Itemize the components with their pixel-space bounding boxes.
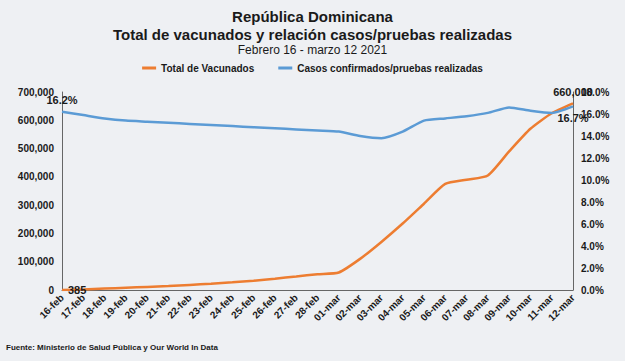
svg-text:600,000: 600,000	[18, 115, 55, 126]
svg-text:0: 0	[48, 285, 54, 296]
svg-text:12.0%: 12.0%	[581, 153, 609, 164]
svg-text:660,000: 660,000	[553, 86, 593, 98]
svg-text:18.0%: 18.0%	[581, 86, 610, 98]
svg-text:4.0%: 4.0%	[581, 241, 604, 252]
svg-text:16.7%: 16.7%	[557, 112, 588, 124]
svg-text:10-mar: 10-mar	[503, 292, 535, 323]
svg-text:700,000: 700,000	[17, 86, 54, 98]
svg-text:Casos confirmados/pruebas real: Casos confirmados/pruebas realizadas	[297, 63, 483, 74]
svg-text:27-feb: 27-feb	[271, 292, 301, 321]
svg-text:200,000: 200,000	[18, 228, 55, 239]
svg-text:17-feb: 17-feb	[58, 292, 88, 321]
svg-text:22-feb: 22-feb	[165, 292, 194, 321]
svg-text:08-mar: 08-mar	[460, 292, 492, 323]
svg-text:07-mar: 07-mar	[439, 292, 471, 323]
svg-text:Fuente: Ministerio de Salud Pú: Fuente: Ministerio de Salud Pública y Ou…	[6, 343, 218, 352]
svg-text:Total de vacunados y relación: Total de vacunados y relación casos/prue…	[113, 26, 512, 43]
svg-text:República Dominicana: República Dominicana	[232, 8, 394, 25]
svg-text:10.0%: 10.0%	[581, 175, 609, 186]
svg-text:2.0%: 2.0%	[581, 263, 604, 274]
svg-text:300,000: 300,000	[18, 200, 55, 211]
svg-text:28-feb: 28-feb	[292, 292, 322, 321]
svg-text:16.0%: 16.0%	[581, 108, 610, 120]
svg-text:Total de Vacunados: Total de Vacunados	[161, 63, 255, 74]
svg-text:04-mar: 04-mar	[375, 292, 407, 323]
svg-text:02-mar: 02-mar	[333, 292, 364, 323]
svg-text:0.0%: 0.0%	[581, 285, 604, 296]
svg-text:19-feb: 19-feb	[101, 292, 130, 321]
svg-text:06-mar: 06-mar	[418, 292, 450, 323]
svg-text:400,000: 400,000	[18, 171, 55, 182]
svg-text:8.0%: 8.0%	[581, 197, 604, 208]
svg-text:01-mar: 01-mar	[311, 292, 343, 323]
svg-text:14.0%: 14.0%	[581, 131, 609, 142]
svg-text:16.2%: 16.2%	[46, 94, 77, 106]
svg-text:11-mar: 11-mar	[525, 292, 556, 323]
svg-text:21-feb: 21-feb	[143, 292, 173, 321]
svg-text:6.0%: 6.0%	[581, 219, 604, 230]
svg-text:Febrero 16 - marzo 12 2021: Febrero 16 - marzo 12 2021	[238, 43, 388, 57]
svg-text:26-feb: 26-feb	[250, 292, 279, 321]
svg-text:23-feb: 23-feb	[186, 292, 215, 321]
svg-text:16-feb: 16-feb	[37, 292, 66, 321]
svg-text:05-mar: 05-mar	[396, 292, 428, 323]
svg-text:03-mar: 03-mar	[354, 292, 386, 323]
svg-text:09-mar: 09-mar	[482, 292, 513, 323]
svg-text:20-feb: 20-feb	[122, 292, 152, 321]
svg-text:12-mar: 12-mar	[546, 292, 577, 323]
svg-text:500,000: 500,000	[18, 143, 55, 154]
svg-text:25-feb: 25-feb	[228, 292, 258, 321]
svg-text:385: 385	[68, 284, 86, 296]
svg-text:18-feb: 18-feb	[79, 292, 109, 321]
svg-text:100,000: 100,000	[18, 256, 55, 267]
svg-text:24-feb: 24-feb	[207, 292, 237, 321]
